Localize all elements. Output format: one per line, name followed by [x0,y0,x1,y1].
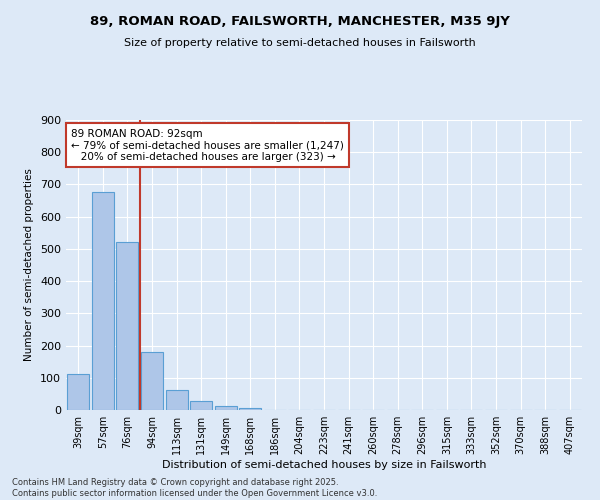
Text: Size of property relative to semi-detached houses in Failsworth: Size of property relative to semi-detach… [124,38,476,48]
Bar [92,192,114,410]
X-axis label: Distribution of semi-detached houses by size in Failsworth: Distribution of semi-detached houses by … [162,460,486,470]
Bar [116,242,139,410]
Bar [166,390,188,410]
Text: Contains HM Land Registry data © Crown copyright and database right 2025.
Contai: Contains HM Land Registry data © Crown c… [12,478,377,498]
Text: 89 ROMAN ROAD: 92sqm
← 79% of semi-detached houses are smaller (1,247)
   20% of: 89 ROMAN ROAD: 92sqm ← 79% of semi-detac… [71,128,344,162]
Bar [67,374,89,410]
Bar [190,401,212,410]
Bar [141,352,163,410]
Bar [239,408,262,410]
Text: 89, ROMAN ROAD, FAILSWORTH, MANCHESTER, M35 9JY: 89, ROMAN ROAD, FAILSWORTH, MANCHESTER, … [90,15,510,28]
Y-axis label: Number of semi-detached properties: Number of semi-detached properties [25,168,34,362]
Bar [215,406,237,410]
